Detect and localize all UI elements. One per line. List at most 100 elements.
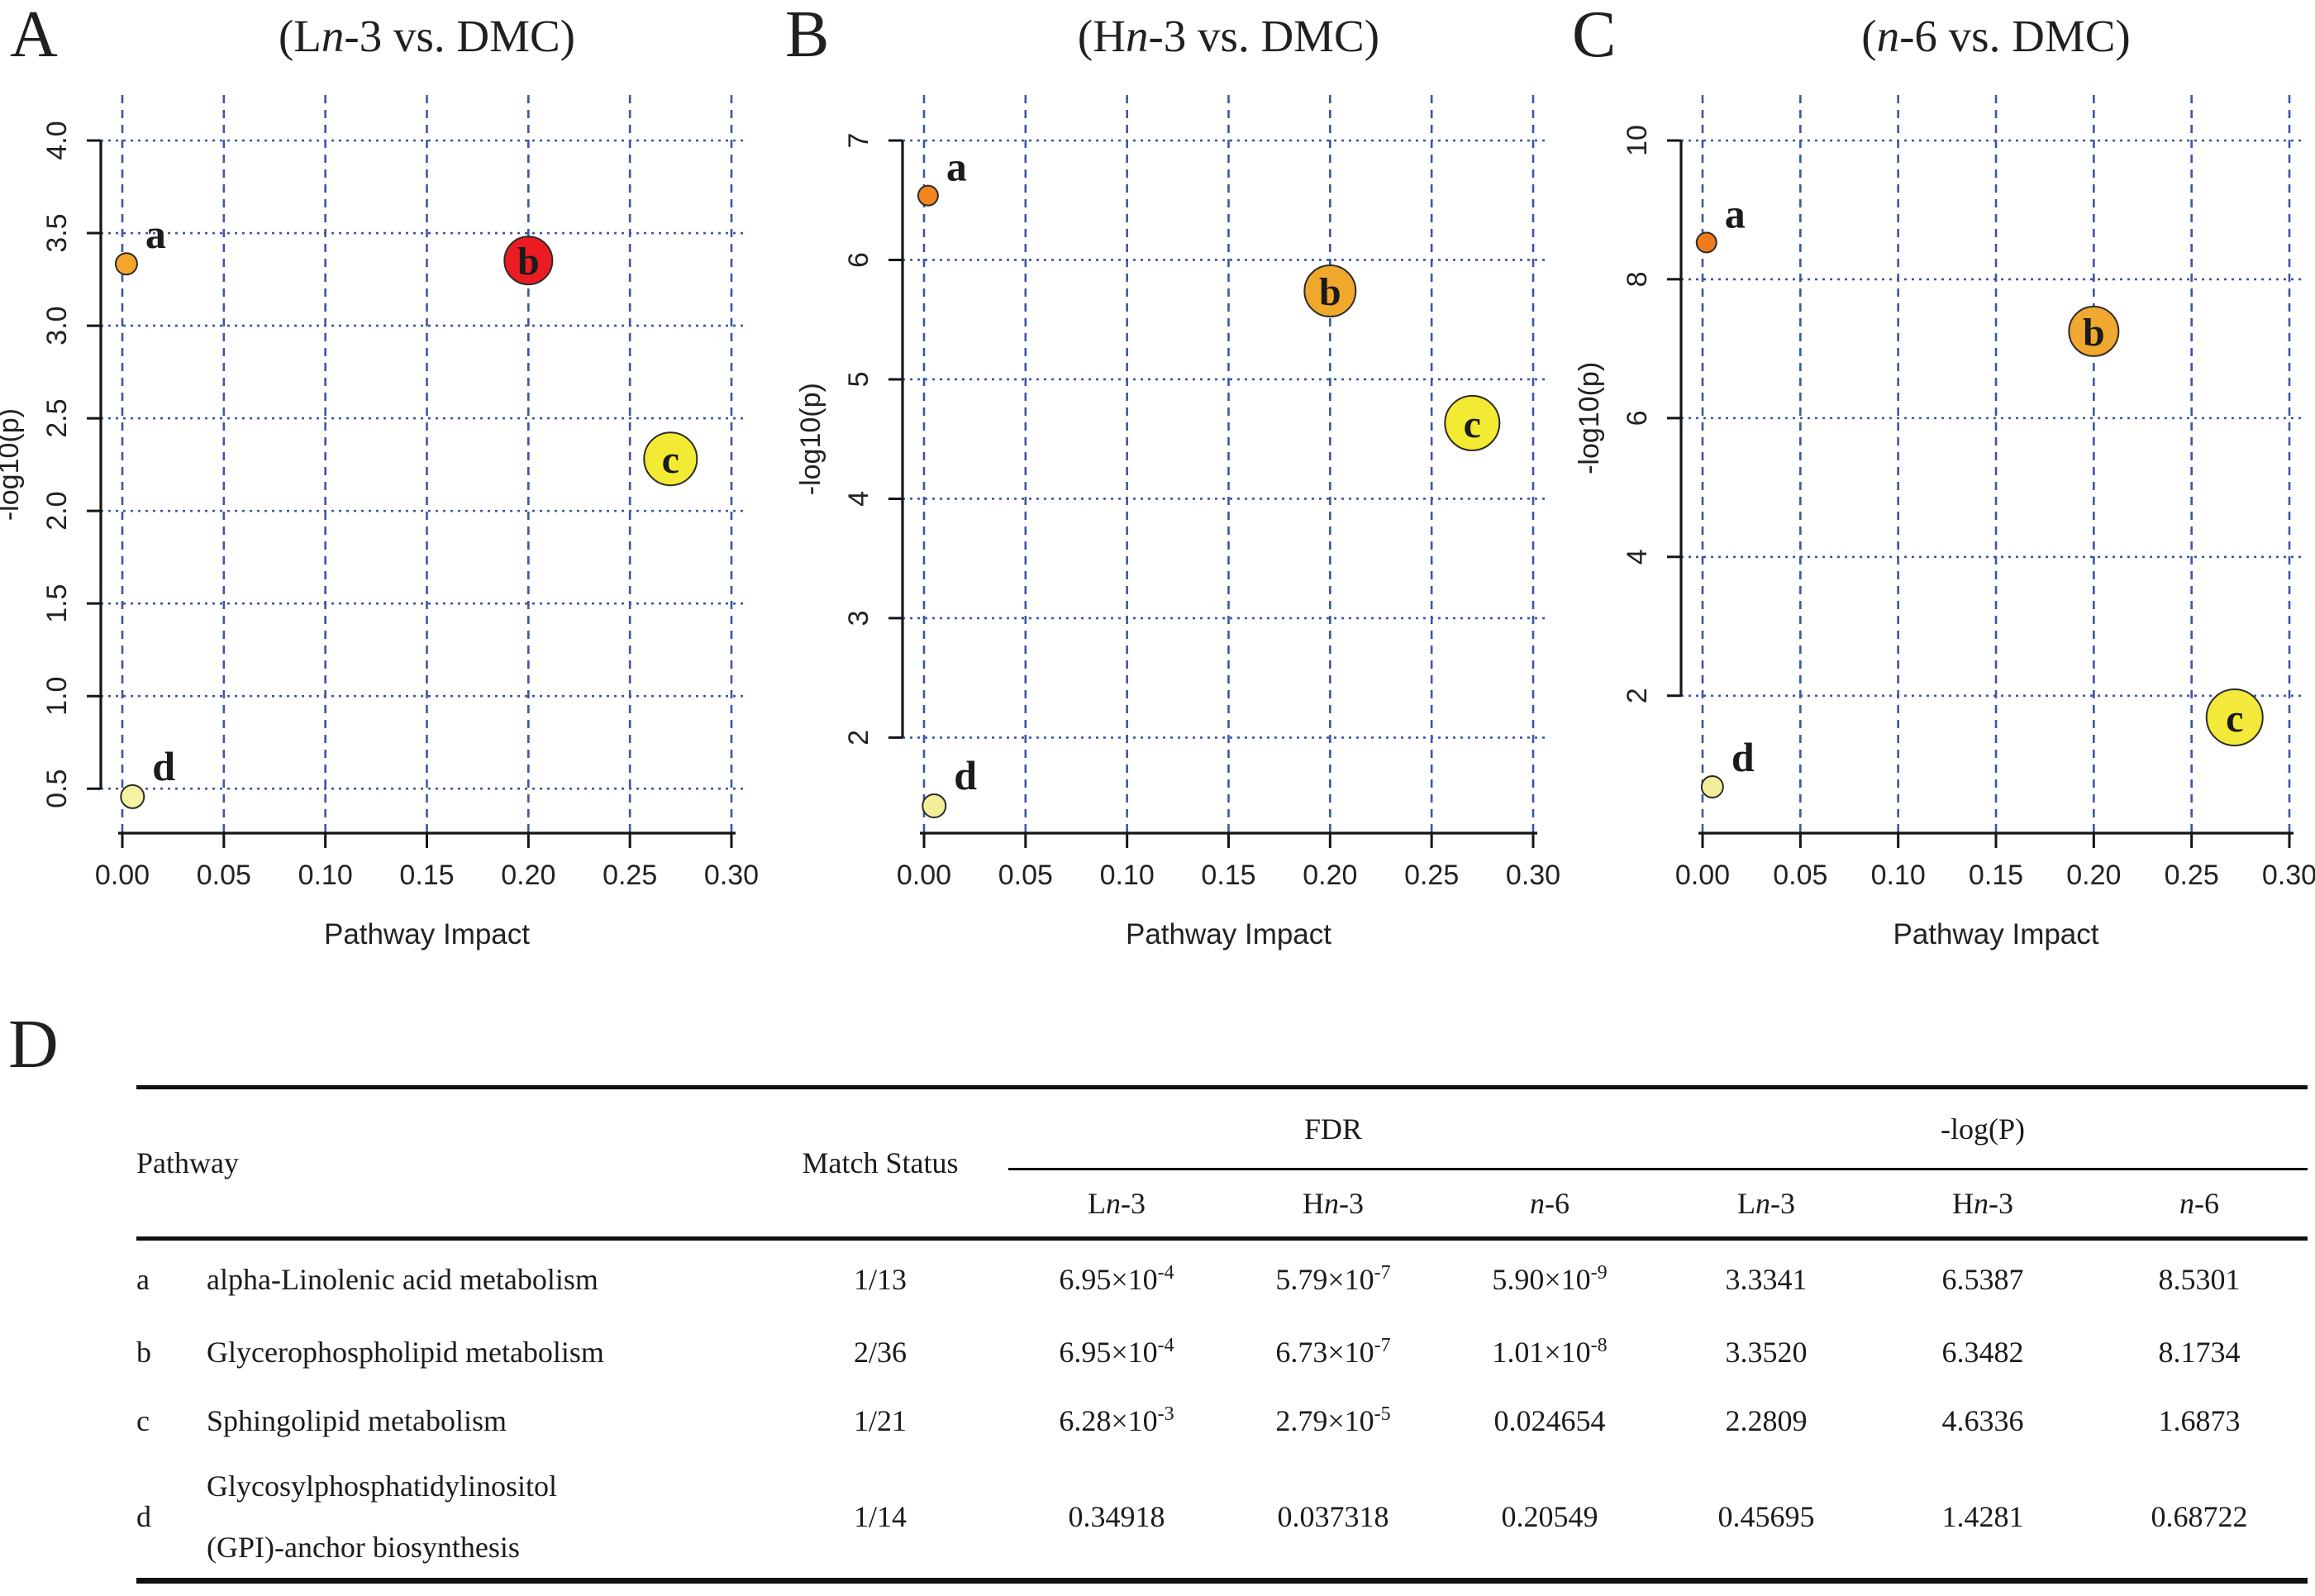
panel-letter-c: C <box>1572 0 1617 71</box>
x-tick-label: 0.20 <box>501 860 555 891</box>
x-tick-label: 0.05 <box>1773 860 1827 891</box>
bubble-d <box>1700 774 1724 798</box>
panel-c-title-italic: n <box>1876 11 1900 61</box>
x-axis-title: Pathway Impact <box>324 918 530 950</box>
y-axis-title: -log10(p) <box>0 408 25 521</box>
row-key-d: d <box>136 1499 151 1533</box>
y-tick-label: 1.0 <box>41 677 73 716</box>
y-axis-title: -log10(p) <box>795 383 826 495</box>
logp-value-b-1: 6.3482 <box>1941 1335 2024 1369</box>
pathway-name-b: Glycerophospholipid metabolism <box>207 1318 752 1386</box>
fdr-n6-it: n <box>1530 1187 1546 1220</box>
logp-n6-post: -6 <box>2194 1187 2220 1220</box>
bubble-a <box>917 184 939 207</box>
x-tick-label: 0.20 <box>2066 860 2121 891</box>
logp-n6-header: n-6 <box>2091 1170 2308 1239</box>
y-tick-label: 6 <box>1622 410 1653 426</box>
match-status-a: 1/13 <box>854 1262 907 1296</box>
logp-value-b-0: 3.3520 <box>1725 1335 1808 1369</box>
fdr-group-header: FDR <box>1008 1087 1659 1170</box>
y-tick-label: 3 <box>843 610 874 626</box>
logp-value-c-2: 1.6873 <box>2158 1403 2241 1437</box>
x-tick-label: 0.30 <box>2262 860 2315 891</box>
logp-value-c-0: 2.2809 <box>1725 1403 1808 1437</box>
logp-value-d-1: 1.4281 <box>1941 1499 2024 1533</box>
grid <box>1681 95 2304 833</box>
pathway-column-header: Pathway <box>136 1146 239 1179</box>
match-status-c: 1/21 <box>854 1403 907 1437</box>
panel-c-title-post: -6 vs. DMC) <box>1899 11 2131 61</box>
bubble-a <box>1695 231 1717 254</box>
panel-a-title: (Ln-3 vs. DMC) <box>122 7 731 66</box>
x-tick-label: 0.05 <box>197 860 251 891</box>
logp-n6-it: n <box>2179 1187 2195 1220</box>
logp-ln3-pre: L <box>1737 1187 1756 1220</box>
y-tick-label: 2.5 <box>41 398 73 437</box>
axes: 2 3 4 5 6 7 0.00 0.05 0.10 0.15 0.20 0.25 0.30 <box>843 133 1560 891</box>
bubbles: a b c d <box>114 211 698 809</box>
fdr-value-d-2: 0.20549 <box>1501 1499 1598 1533</box>
pathway-name-line: (GPI)-anchor biosynthesis <box>207 1530 520 1564</box>
x-tick-label: 0.00 <box>95 860 150 891</box>
y-tick-label: 10 <box>1622 125 1653 156</box>
bubble-b <box>1303 264 1357 318</box>
panel-b-title-italic: n <box>1125 11 1149 61</box>
logp-value-c-1: 4.6336 <box>1941 1403 2024 1437</box>
table-row-a: a alpha-Linolenic acid metabolism 1/13 6.95… <box>136 1239 2308 1318</box>
table-header-row-1: Pathway Match Status FDR -log(P) <box>136 1087 2308 1179</box>
y-tick-label: 0.5 <box>41 769 73 808</box>
panel-b-title-pre: (H <box>1077 11 1126 61</box>
panel-c-plot: 2 4 6 8 10 0.00 0.05 0.10 0.15 0.20 0.25 0.30 Pathwa… <box>1574 95 2315 950</box>
x-tick-label: 0.05 <box>998 860 1053 891</box>
bubble-label-d: d <box>152 743 175 789</box>
y-tick-label: 4 <box>1622 549 1653 565</box>
fdr-hn3-pre: H <box>1303 1187 1325 1220</box>
x-axis-title: Pathway Impact <box>1126 918 1331 950</box>
panel-a-title-italic: n <box>321 11 345 61</box>
fdr-n6-post: -6 <box>1545 1187 1570 1220</box>
match-status-b: 2/36 <box>854 1335 907 1369</box>
logp-ln3-it: n <box>1755 1187 1771 1220</box>
fdr-value-b-2: 1.01×10-8 <box>1492 1334 1608 1369</box>
y-axis-title: -log10(p) <box>1574 362 1605 474</box>
logp-hn3-post: -3 <box>1989 1187 2014 1220</box>
logp-value-a-0: 3.3341 <box>1725 1262 1808 1296</box>
bubble-b <box>503 236 554 286</box>
logp-group-header: -log(P) <box>1658 1087 2308 1170</box>
bubble-d <box>120 784 145 809</box>
x-axis-title: Pathway Impact <box>1893 918 2099 950</box>
logp-value-d-2: 0.68722 <box>2151 1499 2248 1533</box>
row-key-a: a <box>136 1262 150 1296</box>
y-tick-label: 4 <box>843 491 874 507</box>
panel-a-title-pre: (L <box>278 11 322 61</box>
x-tick-label: 0.30 <box>1506 860 1560 891</box>
grid <box>101 95 746 833</box>
x-tick-label: 0.10 <box>1100 860 1155 891</box>
row-key-c: c <box>136 1403 150 1437</box>
table-row-b: b Glycerophospholipid metabolism 2/36 6.95×… <box>136 1318 2308 1386</box>
fdr-ln3-pre: L <box>1088 1187 1107 1220</box>
y-tick-label: 8 <box>1622 271 1653 287</box>
panel-a-plot: 0.5 1.0 1.5 2.0 2.5 3.0 3.5 4.0 0.00 0.05 0.10 0.15… <box>0 95 759 950</box>
x-tick-label: 0.00 <box>897 860 951 891</box>
grid <box>903 95 1548 833</box>
x-tick-label: 0.20 <box>1303 860 1357 891</box>
fdr-hn3-post: -3 <box>1339 1187 1365 1220</box>
logp-value-b-2: 8.1734 <box>2158 1335 2241 1369</box>
fdr-value-d-0: 0.34918 <box>1068 1499 1165 1533</box>
bubble-label-c: c <box>2226 697 2243 741</box>
pathway-name-a: alpha-Linolenic acid metabolism <box>207 1239 752 1318</box>
bubble-b <box>2068 305 2120 357</box>
bubble-c <box>643 431 698 487</box>
logp-ln3-header: Ln-3 <box>1658 1170 1874 1239</box>
x-tick-label: 0.10 <box>298 860 353 891</box>
panel-c-title: (n-6 vs. DMC) <box>1703 7 2289 66</box>
logp-value-a-1: 6.5387 <box>1941 1262 2024 1296</box>
fdr-value-c-1: 2.79×10-5 <box>1275 1403 1391 1437</box>
y-tick-label: 2.0 <box>41 491 73 530</box>
x-tick-label: 0.10 <box>1871 860 1926 891</box>
bubble-c <box>2205 688 2264 747</box>
bubble-label-a: a <box>946 144 967 190</box>
fdr-value-a-0: 6.95×10-4 <box>1059 1261 1174 1296</box>
